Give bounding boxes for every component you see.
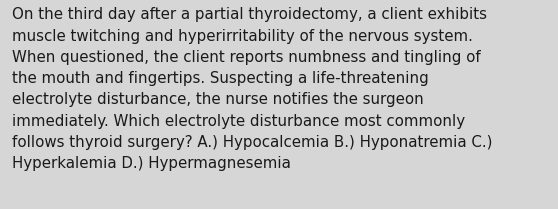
- Text: On the third day after a partial thyroidectomy, a client exhibits
muscle twitchi: On the third day after a partial thyroid…: [12, 7, 493, 171]
